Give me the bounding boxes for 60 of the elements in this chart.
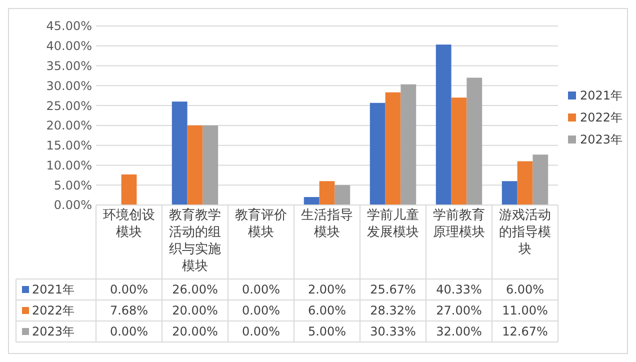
bar [172, 102, 188, 205]
x-tick-label: 教育教学活动的组织与实施模块 [169, 207, 221, 274]
data-label: 40.33% [436, 282, 482, 297]
data-label: 0.00% [242, 282, 280, 297]
data-label: 30.33% [370, 324, 416, 339]
data-label: 6.00% [506, 282, 544, 297]
data-label: 0.00% [242, 304, 280, 318]
y-tick-label: 35.00% [46, 58, 92, 73]
bar [466, 78, 482, 205]
bar [121, 174, 137, 205]
data-label: 5.00% [308, 324, 346, 339]
y-tick-label: 30.00% [46, 78, 92, 93]
bar [385, 92, 401, 205]
y-tick-label: 20.00% [46, 118, 92, 133]
y-tick-label: 10.00% [46, 158, 92, 172]
bar [436, 44, 452, 205]
y-tick-label: 25.00% [46, 98, 92, 113]
data-label: 0.00% [110, 324, 148, 339]
bar [532, 154, 548, 205]
data-label: 27.00% [436, 304, 482, 318]
bar [370, 102, 386, 205]
bar [187, 125, 203, 205]
bar [319, 181, 335, 205]
data-label: 0.00% [110, 282, 148, 297]
data-label: 26.00% [172, 282, 218, 297]
bar [451, 98, 467, 205]
y-tick-label: 0.00% [54, 198, 92, 212]
text: 2021年 [32, 282, 75, 297]
y-tick-label: 40.00% [46, 39, 92, 54]
y-tick-label: 5.00% [54, 178, 92, 192]
x-tick-label: 环境创设模块 [103, 207, 155, 240]
data-label: 2.00% [308, 282, 346, 297]
y-tick-label: 45.00% [46, 19, 92, 34]
legend-label: 2023年 [580, 132, 623, 147]
x-tick-label: 学前儿童发展模块 [367, 207, 419, 240]
data-label: 6.00% [308, 304, 346, 318]
x-tick-label: 生活指导模块 [301, 208, 353, 240]
text: 2023年 [32, 324, 75, 339]
data-label: 11.00% [502, 304, 548, 318]
data-label: 7.68% [110, 304, 148, 318]
data-label: 20.00% [172, 304, 218, 318]
x-tick-label: 游戏活动的指导模块 [499, 208, 551, 257]
data-label: 28.32% [370, 304, 416, 318]
bar [400, 84, 416, 205]
legend-label: 2022年 [580, 110, 623, 125]
bar [304, 197, 320, 205]
bar [334, 185, 350, 205]
data-label: 25.67% [370, 282, 416, 297]
bar [502, 181, 518, 205]
legend-label: 2021年 [580, 88, 623, 103]
bar [517, 161, 533, 205]
data-label: 12.67% [502, 324, 548, 339]
data-label: 20.00% [172, 324, 218, 339]
data-label: 0.00% [242, 324, 280, 339]
bar [202, 125, 218, 205]
y-tick-label: 15.00% [46, 138, 92, 153]
x-tick-label: 学前教育原理模块 [433, 207, 485, 240]
text: 2022年 [32, 304, 75, 318]
data-label: 32.00% [436, 324, 482, 339]
x-tick-label: 教育评价模块 [235, 207, 287, 240]
